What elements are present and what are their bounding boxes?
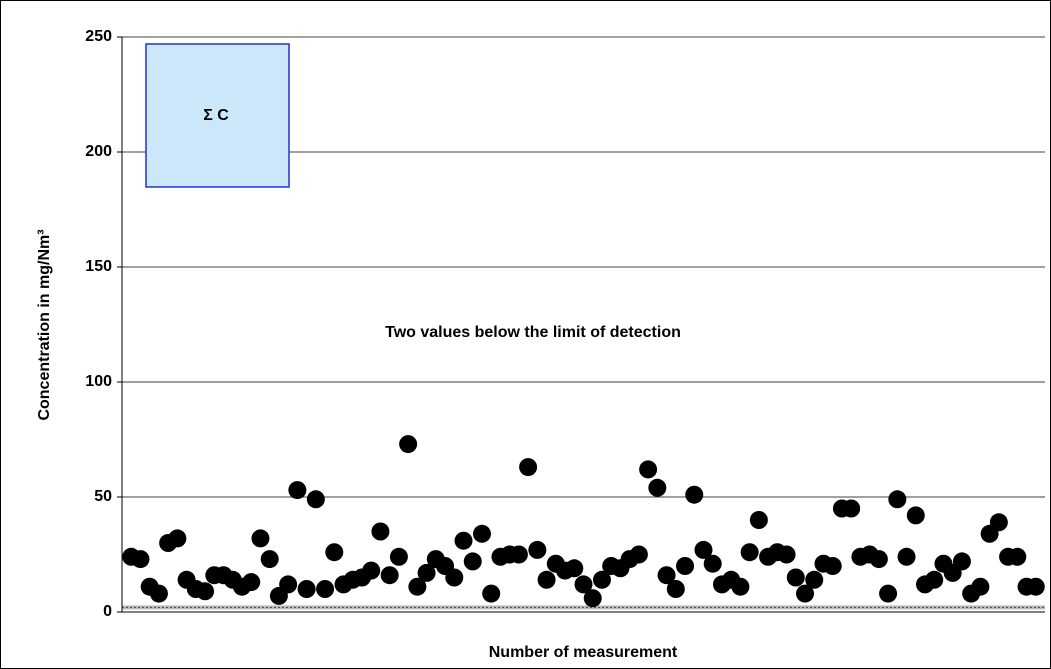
point: [842, 499, 861, 518]
point: [565, 559, 584, 578]
y-tick-label: 50: [94, 488, 112, 505]
point: [472, 524, 491, 543]
y-tick-label: 100: [85, 373, 112, 390]
point: [1008, 547, 1027, 566]
point: [629, 545, 648, 564]
point: [131, 550, 150, 569]
point: [362, 561, 381, 580]
points: [122, 435, 1045, 608]
point: [528, 540, 547, 559]
point: [463, 552, 482, 571]
point: [989, 513, 1008, 532]
point: [879, 584, 898, 603]
point: [297, 580, 316, 598]
point: [952, 552, 971, 571]
point: [777, 545, 796, 564]
annotation-box: [145, 43, 290, 188]
point: [399, 435, 418, 454]
point: [149, 584, 168, 603]
point: [509, 545, 528, 564]
point: [694, 540, 713, 559]
y-tick-label: 0: [103, 603, 112, 620]
point: [389, 547, 408, 566]
point: [288, 481, 307, 500]
point: [749, 511, 768, 529]
point: [657, 566, 676, 585]
point: [823, 557, 842, 575]
point: [168, 529, 187, 548]
point: [740, 543, 759, 562]
point: [454, 531, 473, 550]
point: [703, 554, 722, 573]
point: [316, 580, 335, 598]
annotation-text: Two values below the limit of detection: [385, 324, 681, 341]
annotation-symbol: Σ C: [203, 107, 229, 124]
x-axis-title: Number of measurement: [489, 644, 678, 661]
point: [242, 573, 261, 592]
point: [906, 506, 925, 525]
point: [417, 563, 436, 582]
point: [583, 589, 602, 608]
point: [897, 547, 916, 566]
point: [519, 458, 538, 477]
point: [1026, 577, 1045, 596]
point: [639, 460, 658, 479]
point: [537, 570, 556, 589]
point: [666, 580, 685, 598]
y-tick-label: 200: [85, 143, 112, 160]
point: [786, 568, 805, 587]
point: [251, 529, 270, 548]
point: [869, 550, 888, 569]
point: [408, 577, 427, 596]
point: [592, 570, 611, 589]
point: [676, 557, 695, 575]
point: [971, 577, 990, 596]
point: [279, 575, 298, 594]
point: [196, 582, 215, 601]
y-axis-title: Concentration in mg/Nm³: [36, 229, 53, 420]
point: [648, 478, 667, 497]
y-tick-label: 250: [85, 28, 112, 45]
point: [380, 566, 399, 585]
point: [685, 485, 704, 504]
point: [925, 570, 944, 589]
point: [805, 570, 824, 589]
point: [888, 490, 907, 509]
point: [445, 568, 464, 587]
y-tick-label: 150: [85, 258, 112, 275]
point: [371, 522, 390, 541]
point: [482, 584, 501, 603]
point: [796, 584, 815, 603]
point: [731, 577, 750, 596]
point: [306, 490, 325, 509]
point: [574, 575, 593, 594]
point: [325, 543, 344, 562]
point: [260, 550, 279, 569]
